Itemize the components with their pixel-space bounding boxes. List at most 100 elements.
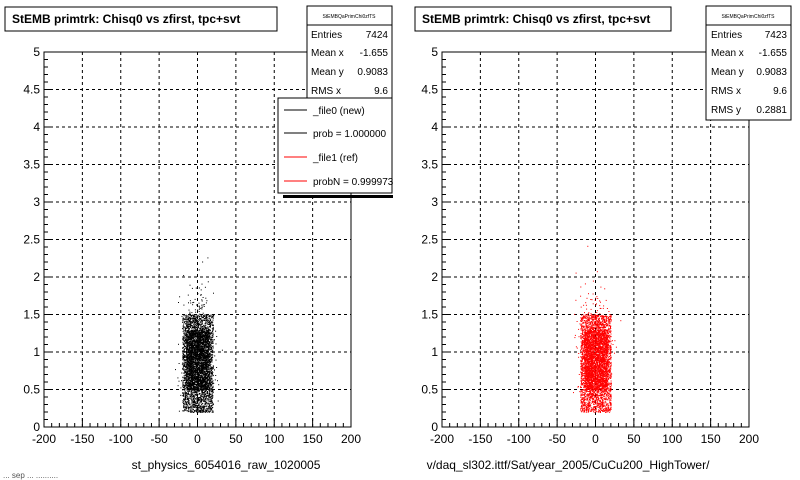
data-point [190,325,192,327]
data-point [197,387,199,389]
data-point [185,363,187,365]
data-point [207,395,209,397]
data-point [183,344,185,346]
data-point [210,387,212,389]
data-point [189,355,190,357]
data-point [191,349,193,351]
data-point [212,315,214,317]
data-point [201,334,202,336]
data-point [206,354,208,356]
data-point [190,323,191,325]
data-point [209,336,211,338]
data-point [200,308,202,309]
data-point [193,314,195,316]
data-point [198,348,200,350]
data-point [201,409,203,411]
data-point [201,317,203,318]
data-point [212,321,214,323]
data-point [203,357,205,359]
data-point [209,353,210,355]
data-point [194,344,196,346]
data-point [189,397,191,399]
data-point [211,332,213,334]
data-point [198,322,200,324]
data-point [192,396,193,398]
data-point [197,394,199,396]
data-point [204,374,206,376]
data-point [198,365,200,367]
data-point [184,321,186,323]
data-point [187,319,189,321]
data-point [185,326,187,328]
data-point [198,350,200,352]
data-point [183,355,185,357]
data-point [183,334,185,336]
data-point [201,300,203,302]
data-point [187,345,188,347]
data-point [196,345,197,347]
data-point [207,370,209,372]
data-point [191,384,193,386]
data-point [186,368,188,370]
data-point [211,411,213,413]
data-point [200,321,202,323]
data-point [186,383,188,385]
data-point [184,395,186,397]
data-point [206,332,208,334]
data-point [207,356,209,358]
x-tick-label: -200 [32,432,56,446]
data-point [208,390,210,392]
data-point [182,346,184,348]
data-point [186,335,188,337]
data-point [212,391,214,393]
data-point [204,315,205,317]
data-point [206,368,208,369]
data-point [209,385,211,387]
data-point [206,378,208,380]
data-point [207,398,208,400]
data-point [205,382,207,384]
data-point [193,383,195,385]
data-point [197,398,199,400]
data-point [200,394,202,396]
data-point [209,365,211,367]
data-point [197,343,199,345]
data-point [199,373,200,375]
data-point [202,328,204,330]
data-point [192,375,194,377]
data-point [190,373,192,375]
data-point [198,363,200,365]
data-point [194,381,196,383]
data-point [204,362,206,364]
data-point [200,382,202,384]
data-point [200,358,202,360]
data-point [210,332,212,334]
data-point [195,334,197,336]
data-point [207,409,209,411]
data-point [192,363,194,364]
data-point [208,359,210,360]
data-point [192,380,194,382]
data-point [199,401,201,403]
data-point [189,383,191,384]
data-point [200,351,202,353]
data-point [179,296,181,298]
data-point [209,332,211,334]
data-point [191,380,193,382]
data-point [191,321,192,323]
data-point [200,341,202,343]
data-point [205,351,207,353]
data-point [210,319,212,321]
data-point [186,404,188,406]
data-point [186,351,187,353]
data-point [195,394,197,396]
data-point [201,334,203,336]
data-point [186,368,188,370]
data-point [205,355,207,357]
data-point [191,322,193,324]
data-point [186,377,188,379]
data-point [207,344,209,345]
data-point [199,368,201,370]
data-point [191,314,193,316]
data-point [210,348,212,350]
